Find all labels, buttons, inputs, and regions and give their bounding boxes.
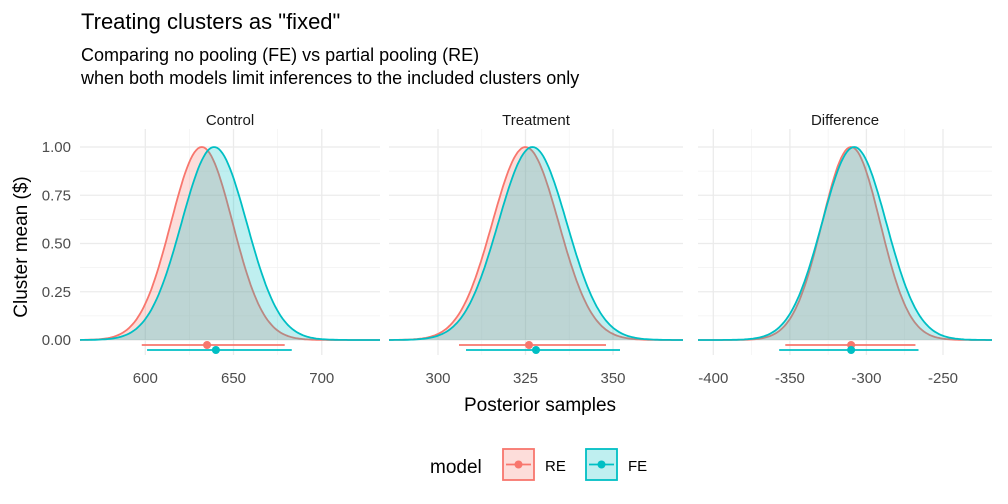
density-area-fe: [389, 147, 683, 340]
facet-strip-label: Difference: [811, 112, 879, 129]
x-tick-label: 300: [425, 370, 450, 387]
facet-strip-label: Treatment: [502, 112, 571, 129]
x-tick-label: -300: [851, 370, 881, 387]
interval-point-fe: [847, 346, 856, 354]
interval-point-re: [525, 341, 533, 349]
x-axis-title: Posterior samples: [464, 395, 616, 416]
facet-panel-difference: -400 -350 -300 -250 Difference: [698, 112, 992, 387]
y-tick-label: 0.25: [42, 284, 71, 301]
density-area-re: [389, 147, 683, 340]
interval-point-re: [203, 341, 212, 349]
chart-subtitle-line-2: when both models limit inferences to the…: [80, 68, 579, 88]
density-line-re: [388, 146, 683, 341]
x-tick-label: -400: [698, 370, 728, 387]
y-tick-label: 0.50: [42, 236, 71, 253]
x-tick-label: -350: [775, 370, 805, 387]
legend-keys: [502, 448, 618, 481]
x-tick-label: 700: [309, 370, 334, 387]
density-area-fe: [698, 147, 992, 340]
legend-key-point-re: [514, 460, 523, 469]
y-tick-label: 0.00: [42, 332, 71, 349]
interval-point-fe: [532, 346, 540, 354]
x-tick-label: 325: [513, 370, 538, 387]
density-line-fe: [79, 146, 380, 341]
x-tick-label: 350: [600, 370, 625, 387]
legend-title: model: [430, 457, 482, 478]
interval-point-fe: [211, 346, 220, 354]
density-area-fe: [80, 147, 380, 340]
y-tick-label: 0.75: [42, 187, 71, 204]
x-tick-label: 650: [221, 370, 246, 387]
density-line-fe: [389, 146, 683, 341]
facet-panel-treatment: 300 325 350 Treatment: [388, 112, 683, 387]
facet-strip-label: Control: [206, 112, 254, 129]
x-tick-label: 600: [133, 370, 158, 387]
legend-label-fe: FE: [628, 458, 647, 475]
legend-key-point-fe: [597, 460, 606, 469]
legend-label-re: RE: [545, 458, 566, 475]
density-area-re: [698, 147, 992, 340]
chart-subtitle-line-1: Comparing no pooling (FE) vs partial poo…: [81, 45, 479, 65]
y-tick-label: 1.00: [42, 139, 71, 156]
facet-panel-control: 600 650 700 Control 0.00 0.25 0.50 0.75 1.00: [42, 112, 380, 387]
density-area-re: [80, 147, 380, 340]
y-axis-title: Cluster mean ($): [11, 176, 32, 318]
x-tick-label: -250: [928, 370, 958, 387]
density-line-fe: [698, 146, 992, 341]
chart-title: Treating clusters as "fixed": [81, 9, 340, 34]
legend: model RE FE: [430, 448, 647, 481]
